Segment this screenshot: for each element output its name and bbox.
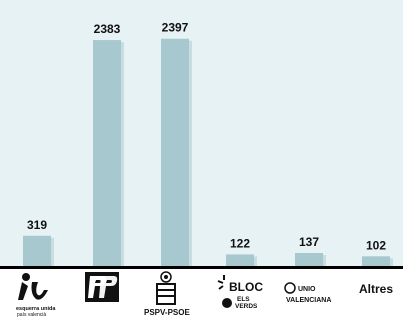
bars-group [23, 38, 393, 267]
altres-label: Altres [359, 282, 393, 296]
pspv-fist-icon [156, 283, 176, 305]
pp-letter-p2-icon [99, 276, 118, 298]
pspv-rose-icon [160, 271, 172, 283]
bar-4 [295, 253, 323, 266]
bloc-label: BLOC [229, 280, 263, 294]
uv-emblem-icon [284, 282, 296, 294]
uv-label-2: VALENCIANA [286, 297, 331, 304]
bar-1 [93, 40, 121, 266]
bloc-flower-icon [222, 298, 232, 308]
logo-pspv-psoe: PSPV-PSOE [144, 271, 190, 317]
logo-bloc-els-verds: BLOC ELS VERDS [217, 275, 263, 310]
bloc-label-els: ELS [237, 296, 250, 303]
uv-label-1: UNIO [298, 286, 316, 293]
eu-u-icon [31, 282, 48, 300]
value-label-5: 102 [366, 238, 386, 252]
eu-label-1: esquerra unida [16, 306, 56, 312]
eu-stroke-icon [18, 282, 28, 300]
bloc-label-verds: VERDS [235, 303, 258, 310]
bar-0 [23, 235, 51, 266]
pspv-label: PSPV-PSOE [144, 308, 190, 317]
value-label-3: 122 [230, 236, 250, 250]
logo-esquerra-unida: esquerra unida país valencià [16, 273, 56, 318]
value-label-1: 2383 [94, 22, 121, 36]
value-labels-group: 319 2383 2397 122 137 102 [27, 21, 386, 253]
logo-pp [85, 272, 119, 302]
x-axis-baseline [0, 266, 403, 269]
value-label-2: 2397 [162, 21, 189, 35]
bar-2 [161, 38, 189, 267]
eu-label-2: país valencià [17, 312, 46, 318]
plot-background [0, 0, 403, 268]
value-label-0: 319 [27, 218, 47, 232]
value-label-4: 137 [299, 235, 319, 249]
bar-5 [362, 256, 390, 266]
bar-3 [226, 254, 254, 266]
eu-dot-icon [22, 273, 30, 281]
logo-unio-valenciana: UNIO VALENCIANA [284, 282, 331, 304]
pspv-rose-center-icon [164, 275, 168, 279]
bloc-star-icon [217, 275, 225, 290]
